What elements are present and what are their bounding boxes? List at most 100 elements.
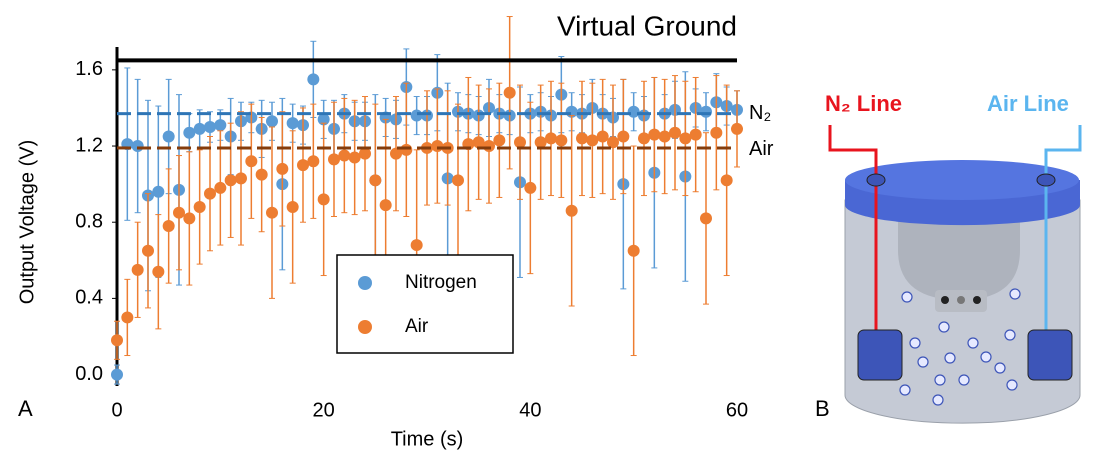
legend-label: Air (405, 316, 429, 337)
data-point (638, 132, 650, 145)
data-point (338, 149, 351, 162)
x-axis-title: Time (s) (391, 428, 464, 450)
data-point (348, 151, 361, 164)
data-point (514, 136, 526, 149)
data-point (235, 172, 247, 185)
data-point (193, 200, 206, 213)
data-point (266, 115, 278, 128)
data-point (731, 122, 743, 135)
data-point (617, 130, 630, 143)
data-point (111, 334, 123, 347)
data-point (276, 162, 289, 175)
data-point (152, 185, 165, 198)
data-point (317, 193, 330, 206)
data-point (689, 128, 702, 141)
air-line (1044, 125, 1082, 335)
n2-line-label: N₂ Line (825, 91, 902, 116)
y-tick-label: 0.8 (75, 210, 103, 232)
data-point (700, 212, 712, 225)
data-point (204, 187, 216, 200)
n2-line (828, 125, 878, 335)
data-point (162, 220, 175, 233)
data-point (524, 181, 537, 194)
data-point (545, 132, 557, 145)
data-point (576, 132, 588, 145)
y-axis-title: Output Voltage (V) (16, 140, 38, 305)
data-point (483, 140, 495, 153)
data-point (142, 244, 154, 257)
data-point (328, 153, 340, 166)
port (866, 173, 886, 187)
reference-label: Air (749, 138, 774, 160)
data-point (214, 119, 227, 132)
data-point (183, 126, 196, 139)
data-point (493, 134, 506, 147)
data-point (565, 204, 578, 217)
data-point (503, 86, 516, 99)
x-tick-label: 20 (313, 399, 335, 421)
data-point (379, 199, 392, 212)
data-point (400, 143, 413, 156)
data-point (359, 147, 371, 160)
data-point (286, 117, 299, 130)
electrode (1027, 329, 1073, 381)
data-point (111, 368, 123, 381)
data-point (245, 155, 258, 168)
data-point (255, 168, 268, 181)
reference-label: N₂ (749, 102, 771, 124)
data-point (555, 134, 568, 147)
data-point (679, 132, 692, 145)
data-point (586, 134, 599, 147)
panel-label: B (815, 396, 830, 421)
data-point (204, 120, 216, 133)
data-point (648, 128, 661, 141)
bubbles (899, 288, 1021, 406)
sensor-dot (941, 296, 949, 304)
data-point (183, 212, 196, 225)
data-point (121, 311, 134, 324)
data-point (627, 105, 640, 118)
legend-marker (358, 320, 372, 334)
data-point (307, 155, 320, 168)
data-point (410, 239, 423, 252)
data-point (390, 147, 402, 160)
data-point (452, 174, 464, 187)
data-point (297, 159, 309, 172)
air-line-label: Air Line (987, 91, 1069, 116)
data-point (658, 130, 671, 143)
data-point (710, 126, 723, 139)
data-point (162, 130, 175, 143)
data-point (431, 140, 444, 153)
y-tick-label: 1.6 (75, 58, 103, 80)
data-point (214, 181, 227, 194)
y-tick-label: 0.4 (75, 287, 103, 309)
legend-box (336, 254, 514, 354)
x-tick-label: 40 (519, 399, 541, 421)
data-point (193, 122, 206, 135)
data-point (266, 206, 278, 219)
data-point (317, 113, 330, 126)
x-tick-label: 0 (111, 399, 122, 421)
data-point (224, 174, 237, 187)
port (1036, 173, 1056, 187)
data-point (173, 206, 185, 219)
data-point (131, 263, 144, 276)
data-point (627, 244, 640, 257)
data-point (152, 265, 165, 278)
data-point (369, 174, 382, 187)
lid-top (845, 160, 1079, 200)
sensor-dot (973, 296, 981, 304)
data-point (700, 105, 712, 118)
x-tick-label: 60 (726, 399, 748, 421)
panel-label: A (18, 396, 33, 421)
data-point (472, 136, 485, 149)
data-point (286, 200, 299, 213)
dome (898, 215, 1020, 300)
data-point (720, 174, 733, 187)
data-point (596, 130, 609, 143)
legend-marker (358, 276, 372, 290)
data-point (410, 109, 423, 122)
data-point (534, 136, 547, 149)
series (111, 16, 743, 360)
